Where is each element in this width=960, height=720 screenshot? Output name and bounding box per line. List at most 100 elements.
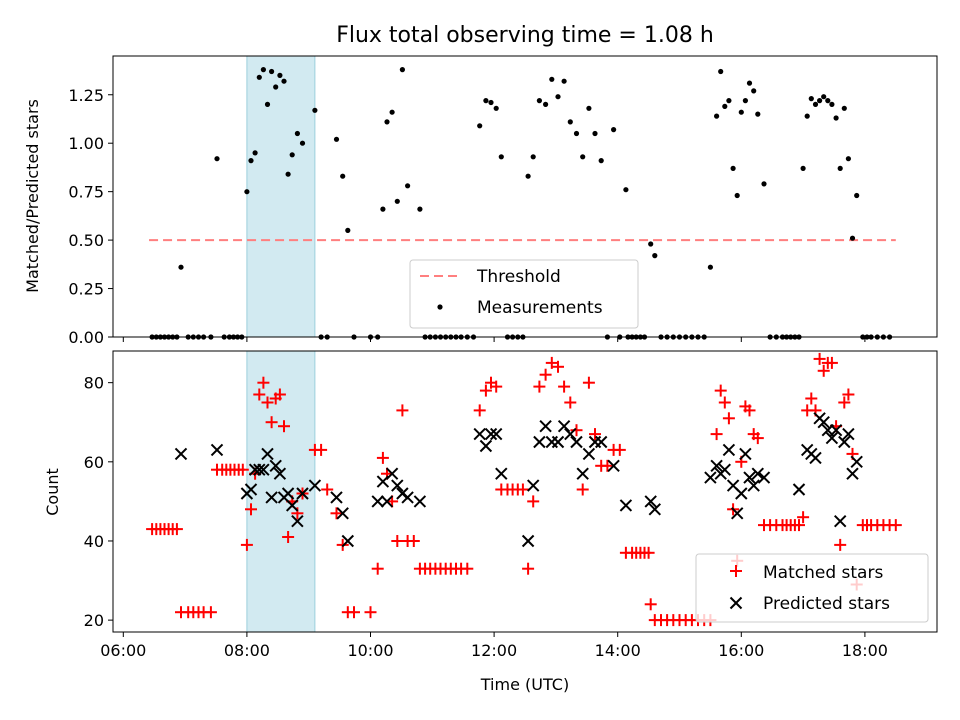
predicted-star-marker-b — [557, 419, 571, 433]
matched-star-point — [236, 463, 249, 476]
legend-matched-swatch — [730, 565, 742, 577]
predicted-star-marker-b — [341, 534, 355, 548]
matched-star-point — [170, 523, 183, 536]
matched-star-point — [240, 538, 253, 551]
matched-star-point — [245, 503, 257, 516]
measurement-point — [488, 99, 494, 106]
predicted-star-marker-b — [757, 471, 771, 484]
predicted-star-point — [594, 435, 608, 449]
predicted-star-point — [648, 503, 662, 516]
predicted-star-point — [533, 435, 546, 449]
matched-star-point — [889, 519, 902, 532]
predicted-star-marker-b — [413, 495, 427, 508]
matched-star-point — [718, 396, 731, 409]
measurement-point — [285, 171, 291, 177]
predicted-star-point — [269, 459, 282, 473]
predicted-star-point — [371, 495, 384, 508]
predicted-star-point — [644, 495, 657, 508]
predicted-star-marker-b — [825, 431, 839, 445]
legend-threshold-label: Threshold — [476, 267, 561, 287]
predicted-star-marker-b — [576, 467, 589, 480]
matched-star-point — [273, 388, 286, 401]
predicted-star-marker-b — [594, 435, 608, 449]
predicted-star-marker-b — [495, 467, 508, 480]
predicted-star-point — [557, 419, 571, 433]
bottom-panel: 20 40 60 80 06:00 08:00 10:00 12:00 14:00 16:00 18… — [43, 350, 938, 694]
predicted-star-point — [747, 479, 760, 492]
matched-star-point — [364, 606, 377, 619]
measurement-point — [536, 98, 543, 104]
predicted-star-point — [576, 467, 589, 480]
predicted-star-marker-b — [644, 495, 657, 508]
measurement-point — [718, 68, 724, 75]
predicted-star-marker-b — [261, 447, 274, 461]
predicted-star-marker-b — [521, 534, 535, 548]
predicted-star-marker-b — [385, 467, 399, 480]
predicted-star-point — [619, 499, 633, 512]
legend-predicted-swatch — [729, 596, 743, 610]
measurement-point — [841, 105, 847, 111]
top-y-tick-label: 0.75 — [68, 183, 104, 202]
measurement-point — [730, 165, 736, 171]
measurement-point — [394, 198, 400, 204]
matched-star-point — [710, 428, 723, 441]
matched-star-point — [797, 511, 810, 524]
measurement-point — [829, 101, 835, 107]
measurement-point — [555, 94, 561, 100]
matched-star-point — [564, 396, 577, 409]
predicted-star-point — [484, 427, 498, 441]
top-y-tick-label: 0.25 — [68, 280, 104, 299]
predicted-star-point — [825, 431, 839, 445]
top-legend: Threshold Measurements — [409, 259, 639, 329]
predicted-star-point — [718, 463, 732, 476]
predicted-star-point — [570, 435, 583, 449]
top-panel: 0.00 0.25 0.50 0.75 1.00 1.25 Matched/Predict… — [23, 55, 938, 347]
predicted-star-marker-b — [747, 479, 760, 492]
matched-star-point — [838, 396, 851, 409]
matched-star-point — [842, 388, 855, 401]
measurement-point — [493, 105, 499, 111]
measurement-point — [726, 98, 732, 104]
matched-star-point — [714, 384, 727, 397]
measurement-point — [804, 113, 810, 119]
predicted-star-point — [296, 487, 309, 500]
measurement-point — [273, 84, 279, 90]
top-highlight-span — [246, 55, 316, 338]
matched-star-point — [805, 392, 818, 405]
matched-star-point — [539, 368, 552, 381]
predicted-star-marker-b — [743, 471, 756, 484]
measurement-point — [333, 136, 340, 142]
matched-star-point — [545, 356, 558, 369]
predicted-star-point — [842, 427, 855, 441]
bottom-y-tick-label: 80 — [84, 374, 104, 393]
measurement-point — [652, 253, 658, 259]
predicted-star-point — [829, 423, 843, 437]
matched-star-point — [589, 428, 601, 441]
measurement-point — [483, 98, 489, 104]
top-y-tick-label: 0.50 — [68, 231, 104, 250]
measurement-point — [530, 154, 536, 160]
predicted-star-marker-b — [391, 479, 404, 492]
predicted-star-marker-b — [244, 483, 258, 496]
measurement-point — [389, 109, 395, 115]
matched-star-point — [371, 562, 384, 575]
bottom-x-tick-label: 16:00 — [718, 641, 764, 660]
x-axis-label: Time (UTC) — [480, 675, 569, 694]
predicted-star-point — [792, 483, 806, 496]
matched-star-point — [253, 388, 266, 401]
predicted-star-marker-b — [551, 435, 565, 449]
bottom-legend-box — [695, 553, 929, 623]
measurement-point — [833, 115, 839, 121]
measurement-point — [256, 74, 262, 80]
measurement-point — [738, 109, 744, 115]
predicted-star-marker-b — [174, 447, 188, 461]
matched-star-point — [582, 376, 595, 389]
matched-star-point — [348, 606, 360, 619]
predicted-star-point — [710, 459, 723, 473]
predicted-star-point — [704, 471, 717, 484]
matched-star-point — [522, 562, 535, 575]
matched-star-point — [315, 443, 328, 456]
predicted-star-point — [330, 491, 343, 504]
predicted-star-marker-b — [526, 479, 540, 492]
predicted-star-marker-b — [718, 463, 732, 476]
